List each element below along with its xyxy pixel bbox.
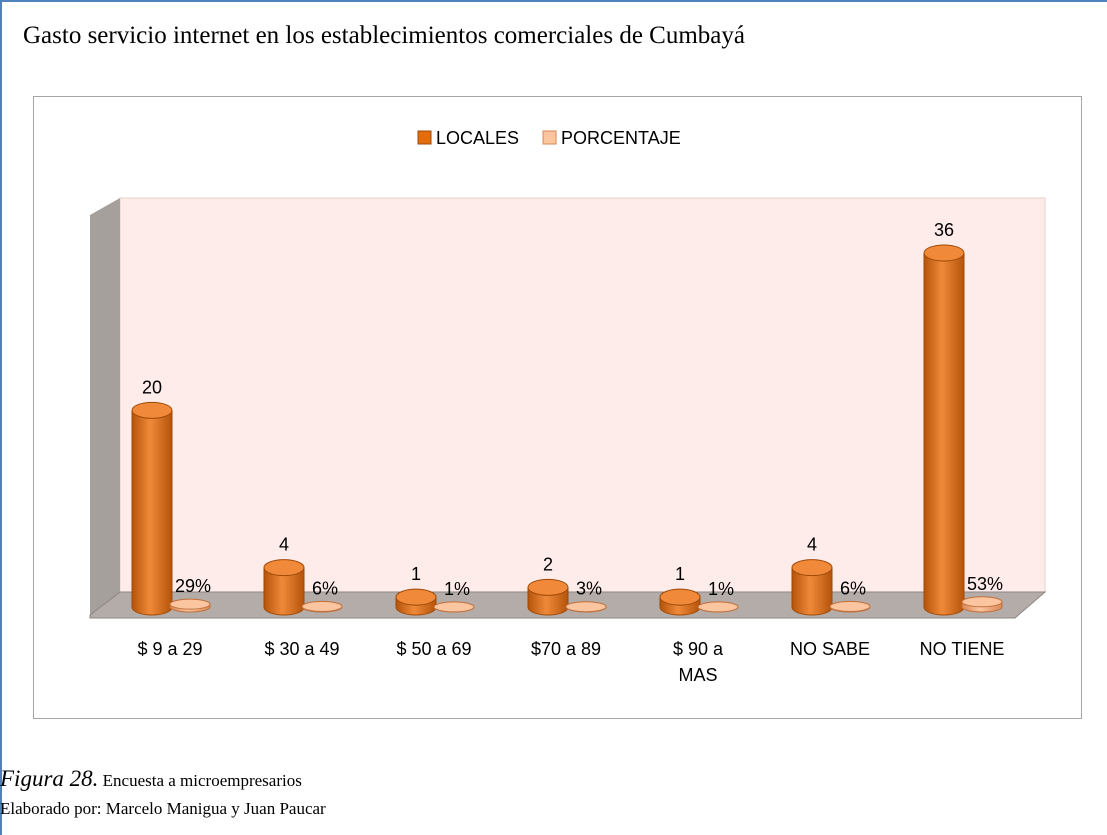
bar-top	[395, 588, 437, 606]
side-wall	[90, 198, 120, 615]
caption-text: Encuesta a microempresarios	[102, 771, 302, 790]
x-tick-label: $ 90 a MAS	[672, 639, 724, 685]
chart-frame	[33, 96, 1082, 719]
bar-top	[697, 601, 739, 613]
data-label: 1	[411, 564, 421, 584]
data-label: 53%	[967, 574, 1003, 594]
x-tick-label: $ 30 a 49	[264, 639, 340, 659]
x-tick-label: $ 50 a 69	[396, 639, 472, 659]
bar-top	[433, 601, 475, 613]
back-wall	[119, 197, 1046, 593]
bar-top	[923, 244, 965, 262]
x-tick-label: $ 9 a 29	[137, 639, 203, 659]
bar-top	[301, 600, 343, 612]
data-label: 4	[279, 535, 289, 555]
bar-top	[961, 596, 1003, 608]
data-label: 36	[934, 220, 954, 240]
left-border	[0, 0, 2, 835]
data-label: 6%	[312, 578, 338, 598]
data-label: 29%	[175, 576, 211, 596]
bar-top	[169, 598, 211, 610]
top-border	[0, 0, 1107, 2]
data-label: 1%	[444, 579, 470, 599]
data-label: 1	[675, 564, 685, 584]
title: Gasto servicio internet en los estableci…	[23, 22, 745, 49]
legend-label: LOCALES	[436, 128, 519, 148]
data-label: 1%	[708, 579, 734, 599]
data-label: 20	[142, 377, 162, 397]
data-label: 4	[807, 535, 817, 555]
caption: Figura 28. Encuesta a microempresarios	[0, 766, 302, 792]
data-label: 3%	[576, 579, 602, 599]
legend-swatch	[542, 130, 557, 145]
x-tick-label: NO SABE	[789, 639, 871, 659]
credit: Elaborado por: Marcelo Manigua y Juan Pa…	[0, 799, 326, 818]
bar-top	[131, 401, 173, 419]
figure-number: Figura 28.	[0, 766, 99, 791]
data-label: 6%	[840, 578, 866, 598]
bar	[923, 252, 965, 616]
x-tick-label: NO TIENE	[919, 639, 1005, 659]
bar-top	[263, 559, 305, 577]
x-tick-label: $70 a 89	[530, 639, 602, 659]
bar-top	[565, 601, 607, 613]
bar-top	[791, 559, 833, 577]
bar-top	[829, 600, 871, 612]
legend-label: PORCENTAJE	[561, 128, 681, 148]
bar-top	[527, 578, 569, 596]
bar	[131, 409, 173, 616]
legend-swatch	[417, 130, 432, 145]
data-label: 2	[543, 554, 553, 574]
bar-top	[659, 588, 701, 606]
